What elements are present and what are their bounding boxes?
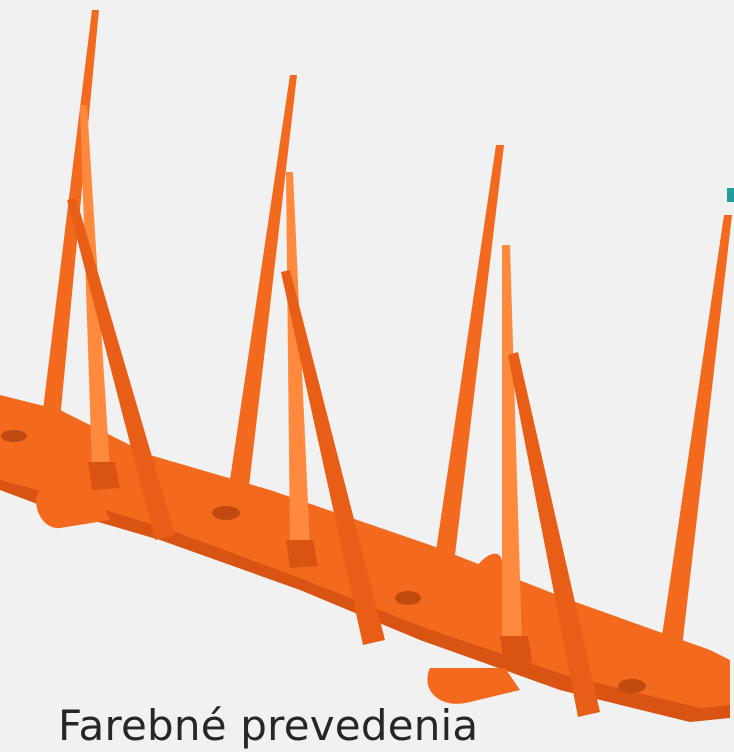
mounting-tab-middle [470, 553, 503, 600]
spike [228, 75, 297, 495]
strip-base-top [0, 395, 730, 708]
spike-collar [88, 462, 120, 490]
spike [67, 198, 175, 540]
spike-collar [500, 636, 532, 664]
mounting-slot [212, 506, 240, 520]
spike [286, 172, 310, 548]
mounting-slot [1, 430, 27, 442]
spike [508, 352, 600, 717]
mounting-slot [395, 591, 421, 605]
mounting-slot [618, 679, 646, 693]
caption-text: Farebné prevedenia [58, 701, 479, 750]
spike [502, 245, 522, 645]
spike [281, 270, 385, 645]
spike-collar [286, 540, 318, 568]
mounting-tab-left [36, 490, 110, 529]
spike [658, 215, 732, 665]
spike [432, 145, 504, 580]
mounting-tab-right [427, 668, 520, 704]
teal-accent-mark [727, 188, 734, 202]
